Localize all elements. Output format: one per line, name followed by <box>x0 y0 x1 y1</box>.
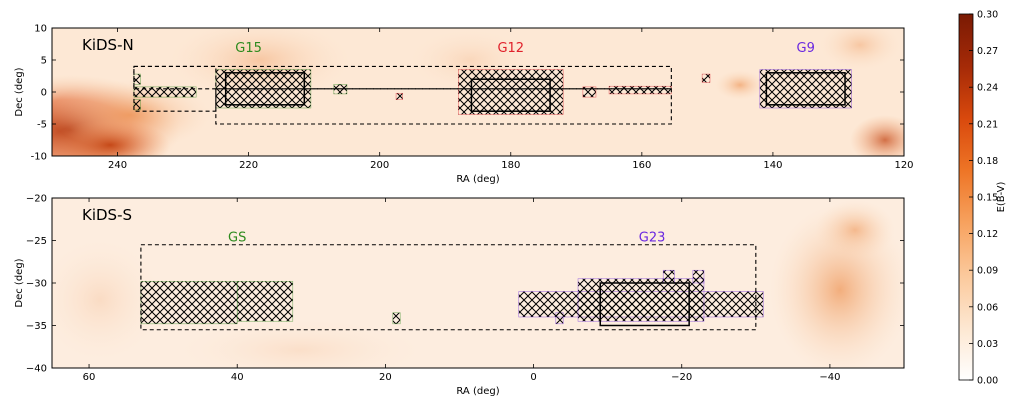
kids-s-x-tick-label: 40 <box>231 372 244 383</box>
colorbar-tick-label: 0.09 <box>977 266 998 277</box>
kids-n-y-tick-label: -10 <box>31 152 47 163</box>
kids-s-x-tick-label: 0 <box>530 372 536 383</box>
kids-s-footprint-block <box>662 269 675 284</box>
kids-n-panel: 240 220 200 180 160 140 120 10 5 0 -5 -10 RA (deg) De… <box>14 24 914 186</box>
kids-n-x-tick-label: 120 <box>894 160 913 171</box>
kids-s-y-tick-label: −35 <box>26 321 47 332</box>
kids-n-y-axis-label: Dec (deg) <box>14 67 25 116</box>
kids-n-solid-box-g9 <box>765 72 846 106</box>
kids-n-solid-box-g15 <box>224 72 306 106</box>
kids-s-y-axis-label: Dec (deg) <box>14 258 25 307</box>
colorbar-tick-label: 0.30 <box>977 10 998 21</box>
kids-n-dashed-boundary <box>215 88 672 125</box>
colorbar-ticks: 0.00 0.03 0.06 0.09 0.12 0.15 0.18 0.21 0.24 0.27… <box>969 10 998 387</box>
kids-n-footprint-block <box>458 69 564 115</box>
colorbar-tick-label: 0.24 <box>977 83 998 94</box>
kids-s-x-tick-label: 60 <box>83 372 96 383</box>
kids-n-x-tick-label: 180 <box>501 160 520 171</box>
kids-n-dashed-boundary <box>133 65 217 112</box>
kids-n-footprint-block <box>759 69 852 109</box>
kids-n-series-2 <box>759 69 852 109</box>
kids-s-x-tick-label: 20 <box>379 372 392 383</box>
kids-n-footprint-block <box>582 86 597 98</box>
kids-s-x-axis-label: RA (deg) <box>456 386 499 397</box>
colorbar-tick-label: 0.21 <box>977 119 998 130</box>
kids-n-x-axis-label: RA (deg) <box>456 174 499 185</box>
kids-s-footprint-block <box>140 280 238 325</box>
colorbar-tick-label: 0.27 <box>977 46 998 57</box>
kids-s-y-tick-label: −25 <box>26 236 47 247</box>
kids-s-series-1 <box>518 269 764 325</box>
kids-n-footprint-block <box>701 73 711 83</box>
kids-s-series-0 <box>140 280 401 325</box>
kids-n-panel-label: KiDS-N <box>82 36 134 54</box>
kids-n-footprint-block <box>608 85 672 95</box>
kids-s-footprint-block <box>577 278 705 322</box>
kids-s-y-tick-label: −20 <box>26 194 47 205</box>
kids-s-solid-box-g23 <box>599 282 690 327</box>
colorbar-tick-label: 0.12 <box>977 229 998 240</box>
kids-n-y-tick-label: -5 <box>37 120 47 131</box>
kids-n-y-tick-label: 10 <box>34 24 47 35</box>
kids-s-footprint-block <box>392 312 401 325</box>
kids-n-x-tick-label: 140 <box>763 160 782 171</box>
kids-n-region-label-g15: G15 <box>235 41 262 56</box>
kids-n-footprint-block <box>395 92 403 100</box>
kids-n-x-tick-label: 160 <box>632 160 651 171</box>
colorbar-tick-label: 0.15 <box>977 193 998 204</box>
kids-n-dashed-boundary <box>133 65 672 90</box>
kids-n-region-label-g12: G12 <box>497 41 524 56</box>
kids-s-footprint-block <box>692 269 705 284</box>
kids-s-x-tick-label: −40 <box>819 372 840 383</box>
kids-n-footprint-block <box>133 73 141 85</box>
colorbar-tick-label: 0.06 <box>977 302 998 313</box>
kids-s-region-label-g23: G23 <box>639 230 666 245</box>
kids-n-y-tick-label: 0 <box>41 88 47 99</box>
colorbar-tick-label: 0.03 <box>977 339 998 350</box>
kids-s-panel-label: KiDS-S <box>82 206 132 224</box>
kids-s-x-tick-label: −20 <box>671 372 692 383</box>
kids-n-y-tick-label: 5 <box>41 56 47 67</box>
kids-n-x-tick-label: 200 <box>370 160 389 171</box>
kids-n-region-label-g9: G9 <box>797 41 815 56</box>
kids-n-footprint-block <box>133 99 141 111</box>
colorbar-label: E(B-V) <box>996 181 1007 212</box>
kids-s-y-tick-label: −30 <box>26 279 47 290</box>
kids-n-solid-box-g12 <box>470 78 551 112</box>
kids-s-footprint-block <box>236 280 294 322</box>
colorbar: 0.00 0.03 0.06 0.09 0.12 0.15 0.18 0.21 0.24 0.27… <box>958 10 1007 387</box>
colorbar-tick-label: 0.00 <box>977 376 998 387</box>
kids-n-x-tick-label: 240 <box>108 160 127 171</box>
kids-n-series-1 <box>395 69 711 115</box>
colorbar-tick-label: 0.18 <box>977 156 998 167</box>
kids-n-x-tick-label: 220 <box>239 160 258 171</box>
kids-s-panel: 60 40 20 0 −20 −40 −20 −25 −30 −35 −40 RA (deg) Dec … <box>14 194 905 397</box>
kids-s-region-label-gs: GS <box>228 230 246 245</box>
kids-s-y-tick-label: −40 <box>26 364 47 375</box>
